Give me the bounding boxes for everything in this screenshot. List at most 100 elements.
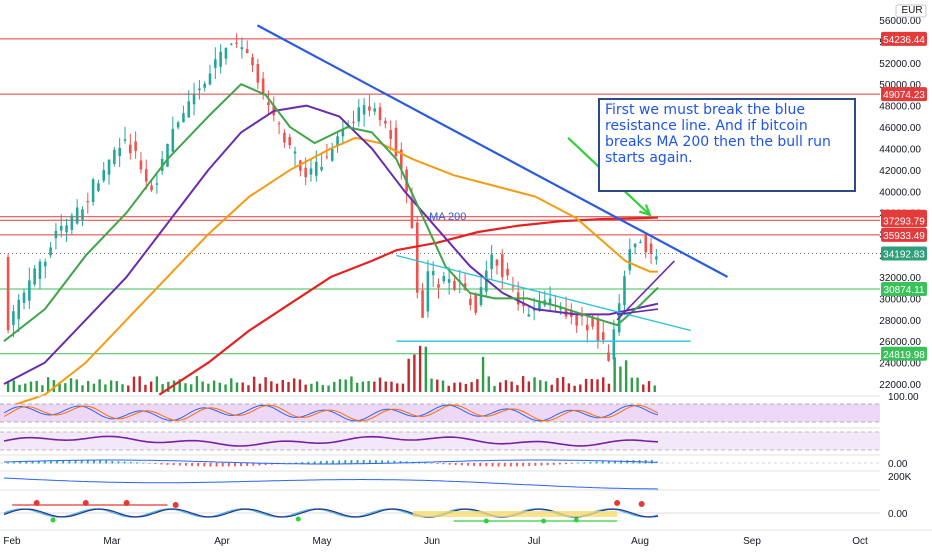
candle-body xyxy=(28,280,31,301)
candle-body xyxy=(12,311,15,325)
macd-histogram-bar xyxy=(80,460,83,464)
candle-body xyxy=(314,162,318,176)
wavetrend-pane: 0.00 xyxy=(0,500,908,524)
candle-body xyxy=(288,137,292,146)
volume-bar xyxy=(436,379,439,392)
macd-histogram-bar xyxy=(93,460,95,464)
volume-bar xyxy=(481,356,485,392)
price-axis-tick: 22000.00 xyxy=(879,380,921,391)
candle-body xyxy=(17,299,21,320)
candle-body xyxy=(144,169,148,182)
volume-bar xyxy=(624,360,628,392)
time-axis-tick: Mar xyxy=(103,536,121,547)
macd-histogram-bar xyxy=(338,460,341,464)
macd-histogram-bar xyxy=(252,463,255,466)
volume-bar xyxy=(636,377,639,392)
price-axis-tick: 28000.00 xyxy=(879,316,921,327)
arrow-head xyxy=(639,204,652,217)
volume-bar xyxy=(573,385,576,392)
macd-histogram-bar xyxy=(577,462,580,464)
wavetrend-dot xyxy=(82,500,89,506)
volume-bars xyxy=(6,345,656,392)
time-axis-tick: Jun xyxy=(424,536,440,547)
candle-body xyxy=(384,120,387,124)
price-axis-tick: 32000.00 xyxy=(879,273,921,284)
volume-bar xyxy=(46,377,50,392)
volume-bar xyxy=(647,381,651,392)
price-level-label: 54236.44 xyxy=(881,31,927,46)
candle-body xyxy=(437,284,440,288)
macd-histogram-bar xyxy=(154,463,157,465)
candle-body xyxy=(628,249,632,271)
macd-histogram-bar xyxy=(264,463,267,465)
candle-body xyxy=(309,168,313,175)
wavetrend-dot xyxy=(573,517,579,523)
volume-bar xyxy=(447,385,450,392)
candle-body xyxy=(352,121,355,123)
candle-body xyxy=(442,276,446,282)
volume-bar xyxy=(161,384,164,392)
volume-bar xyxy=(149,381,153,392)
price-level-text: 49074.23 xyxy=(883,90,925,101)
candle-body xyxy=(633,243,637,248)
macd-histogram-bar xyxy=(516,463,518,467)
candle-body xyxy=(649,243,653,254)
volume-bar xyxy=(539,380,542,392)
candle-body xyxy=(485,270,488,292)
macd-histogram-bar xyxy=(43,460,46,464)
volume-bar xyxy=(653,385,656,392)
candle-body xyxy=(362,104,366,115)
price-axis-tick: 42000.00 xyxy=(879,166,921,177)
macd-histogram-bar xyxy=(497,463,500,467)
ma100-line xyxy=(11,136,658,407)
candle-body xyxy=(192,94,196,105)
volume-bar xyxy=(476,379,479,392)
candle-body xyxy=(155,183,159,185)
macd-histogram-bar xyxy=(227,463,230,467)
volume-bar xyxy=(344,379,347,392)
price-level-text: 54236.44 xyxy=(883,35,925,46)
resistance-line xyxy=(256,24,729,278)
candle-body xyxy=(431,271,435,276)
stoch-band xyxy=(0,404,880,422)
candle-body xyxy=(330,148,334,161)
volume-bar xyxy=(270,381,273,392)
annotation-box[interactable]: First we must break the blue resistance … xyxy=(598,98,856,192)
candle-body xyxy=(38,261,42,279)
price-level-label: 30874.11 xyxy=(881,281,927,296)
obv-pane: 200K xyxy=(3,472,912,490)
price-level-text: 35933.49 xyxy=(883,231,925,242)
candle-body xyxy=(97,183,100,191)
macd-histogram-bar xyxy=(7,462,9,464)
candle-body xyxy=(596,318,600,341)
time-axis-tick: Oct xyxy=(852,536,868,547)
volume-bar xyxy=(184,383,187,392)
macd-histogram-bar xyxy=(129,461,132,464)
volume-bar xyxy=(504,380,508,392)
macd-histogram-bar xyxy=(307,461,310,464)
candle-body xyxy=(410,198,414,228)
price-level-label: 34192.83 xyxy=(881,246,927,261)
candle-body xyxy=(368,106,371,111)
candle-body xyxy=(277,123,281,125)
macd-histogram-bar xyxy=(350,460,353,464)
candle-body xyxy=(224,48,228,59)
macd-histogram-bar xyxy=(246,463,249,466)
candle-body xyxy=(490,254,493,270)
candle-body xyxy=(421,290,424,318)
macd-histogram-bar xyxy=(534,463,537,466)
volume-bar xyxy=(602,377,605,392)
macd-histogram-bar xyxy=(240,463,242,467)
volume-bar xyxy=(304,384,307,392)
volume-bar xyxy=(533,377,536,392)
macd-axis-label: 0.00 xyxy=(888,459,908,470)
macd-histogram-bar xyxy=(509,463,512,467)
price-level-tag xyxy=(881,213,927,228)
volume-bar xyxy=(338,379,342,392)
candle-body xyxy=(469,298,472,306)
candle-body xyxy=(506,268,509,276)
price-level-tag xyxy=(881,227,927,242)
